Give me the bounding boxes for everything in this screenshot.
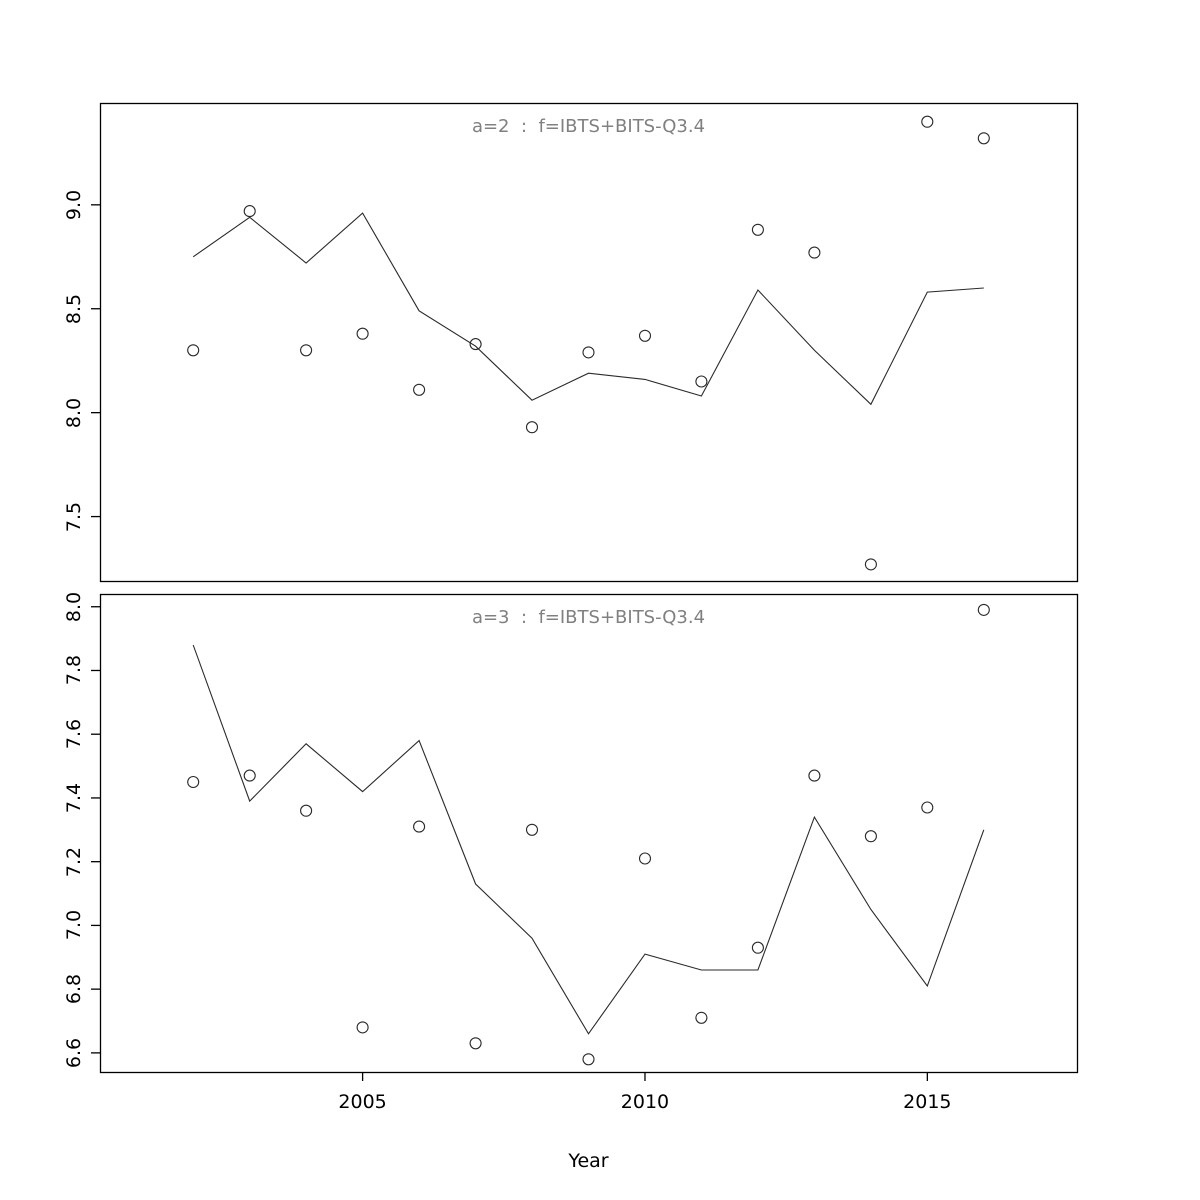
y-tick-label: 7.2	[63, 846, 85, 877]
fitted-line-series	[192, 644, 985, 1035]
y-tick-label: 7.5	[63, 501, 85, 532]
data-point	[243, 769, 256, 782]
data-point	[243, 205, 256, 218]
data-point	[413, 820, 426, 833]
data-point	[469, 1037, 482, 1050]
data-point	[695, 375, 708, 388]
data-point	[638, 852, 652, 865]
data-point	[469, 338, 482, 351]
data-point	[300, 344, 313, 357]
data-point	[525, 823, 539, 836]
x-tick-label: 2010	[620, 1091, 670, 1113]
data-point	[921, 115, 934, 128]
x-axis-title: Year	[568, 1150, 609, 1172]
data-point	[808, 769, 821, 782]
data-point	[695, 1011, 708, 1024]
data-point	[187, 775, 200, 789]
x-tick-label: 2015	[903, 1091, 952, 1113]
y-tick-label: 9.0	[63, 189, 85, 220]
panel-title-a2: a=2 : f=IBTS+BITS-Q3.4	[471, 116, 706, 137]
y-tick-label: 7.4	[63, 782, 85, 814]
y-tick-label: 8.5	[63, 293, 85, 324]
data-point	[300, 804, 313, 817]
data-point	[413, 383, 426, 396]
panel-box	[99, 593, 1079, 1074]
data-point	[751, 223, 764, 236]
data-point	[751, 941, 764, 954]
y-tick-label: 8.0	[63, 591, 85, 622]
data-point	[808, 246, 821, 259]
data-point	[921, 801, 934, 814]
data-point	[582, 1053, 595, 1066]
data-point	[356, 1021, 369, 1034]
data-point	[977, 132, 990, 145]
data-point	[638, 329, 652, 342]
y-tick-label: 6.8	[63, 974, 85, 1005]
panel-title-a3: a=3 : f=IBTS+BITS-Q3.4	[471, 607, 706, 628]
y-tick-label: 7.0	[63, 910, 85, 941]
y-tick-label: 7.8	[63, 655, 85, 686]
data-point	[356, 327, 369, 340]
data-point	[582, 346, 595, 359]
panel-box	[99, 102, 1079, 583]
y-tick-label: 8.0	[63, 397, 85, 428]
data-point	[187, 344, 200, 357]
y-tick-label: 7.6	[63, 719, 85, 750]
data-point	[864, 830, 877, 843]
data-point	[525, 421, 539, 434]
x-tick-label: 2005	[338, 1091, 387, 1113]
data-point	[864, 558, 877, 571]
fitted-line-series	[192, 212, 984, 406]
y-tick-label: 6.6	[63, 1037, 85, 1068]
data-point	[977, 603, 990, 616]
